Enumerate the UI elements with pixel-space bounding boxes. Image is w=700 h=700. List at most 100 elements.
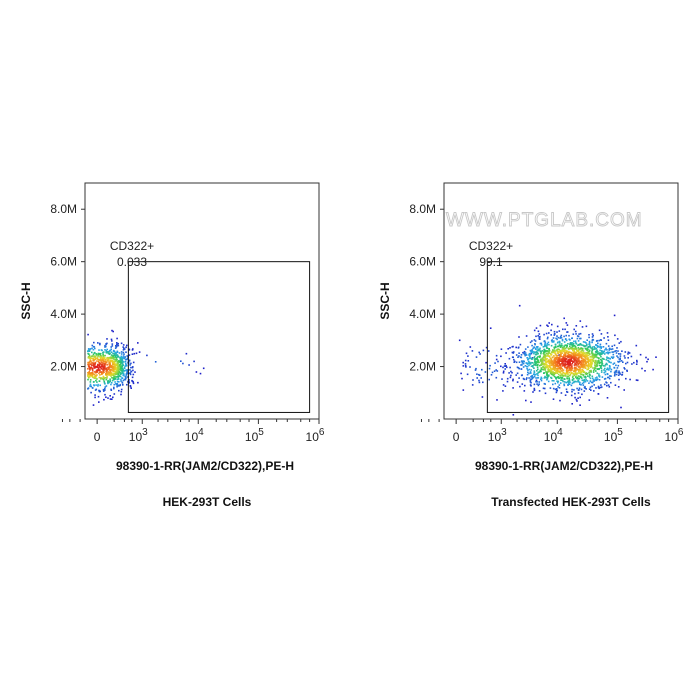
- event-dot: [573, 350, 576, 352]
- event-dot: [116, 384, 119, 386]
- event-dot: [581, 368, 583, 371]
- event-dot: [574, 362, 576, 364]
- event-dot: [556, 361, 559, 363]
- event-dot: [535, 377, 537, 379]
- event-dot: [556, 380, 558, 382]
- event-dot: [109, 395, 111, 397]
- event-dot: [606, 363, 608, 366]
- event-dot: [120, 390, 123, 393]
- event-dot: [516, 366, 519, 369]
- event-dot: [582, 344, 585, 347]
- event-dot: [565, 346, 568, 349]
- event-dot: [571, 337, 573, 340]
- event-dot: [515, 354, 518, 356]
- event-dot: [571, 342, 573, 344]
- event-dot: [558, 341, 561, 343]
- event-dot: [122, 374, 124, 377]
- event-dot: [518, 304, 521, 307]
- gate-name: CD322+: [469, 239, 513, 253]
- event-dot: [577, 392, 580, 394]
- event-dot: [97, 353, 99, 356]
- event-dot: [588, 388, 591, 390]
- event-dot: [520, 354, 523, 356]
- event-dot: [577, 354, 579, 357]
- y-tick-label: 2.0M: [50, 360, 77, 374]
- event-dot: [598, 375, 601, 377]
- event-dot: [544, 341, 547, 344]
- event-dot: [534, 360, 536, 362]
- event-dot: [93, 373, 95, 375]
- event-dot: [87, 375, 89, 377]
- event-dot: [130, 370, 132, 373]
- event-dot: [97, 358, 99, 361]
- event-dot: [574, 366, 576, 369]
- event-dot: [579, 348, 581, 351]
- event-dot: [607, 376, 609, 379]
- event-dot: [578, 354, 580, 357]
- event-dot: [527, 369, 529, 372]
- event-dot: [99, 390, 101, 393]
- event-dot: [567, 352, 569, 355]
- event-dot: [579, 404, 581, 406]
- event-dot: [106, 357, 108, 360]
- event-dot: [90, 357, 92, 360]
- event-dot: [646, 360, 648, 363]
- event-dot: [576, 354, 578, 357]
- event-dot: [117, 355, 119, 358]
- event-dot: [601, 376, 604, 378]
- event-dot: [542, 365, 544, 368]
- event-dot: [100, 355, 103, 357]
- event-dot: [548, 349, 551, 352]
- event-dot: [547, 376, 549, 378]
- event-dot: [96, 365, 99, 368]
- event-dot: [532, 373, 535, 376]
- event-dot: [125, 369, 128, 371]
- event-dot: [547, 355, 550, 358]
- event-dot: [588, 399, 591, 401]
- event-dot: [114, 355, 117, 357]
- event-dot: [598, 364, 601, 367]
- event-dot: [578, 353, 580, 355]
- event-dot: [616, 347, 618, 349]
- event-dot: [96, 374, 98, 376]
- event-dot: [603, 383, 606, 386]
- event-dot: [618, 378, 620, 381]
- event-dot: [91, 351, 93, 354]
- y-tick-label: 8.0M: [50, 202, 77, 216]
- event-dot: [545, 361, 548, 364]
- event-dot: [510, 370, 512, 373]
- event-dot: [584, 354, 587, 356]
- event-dot: [535, 346, 538, 348]
- event-dot: [563, 361, 565, 363]
- event-dot: [506, 380, 509, 383]
- event-dot: [532, 366, 534, 368]
- event-dot: [578, 389, 580, 391]
- event-dot: [575, 369, 578, 371]
- event-dot: [89, 381, 92, 383]
- event-dot: [547, 341, 550, 344]
- event-dot: [546, 373, 548, 375]
- event-dot: [573, 364, 576, 366]
- gate-name: CD322+: [110, 239, 154, 253]
- event-dot: [585, 364, 588, 367]
- x-tick-label: 105: [604, 427, 623, 444]
- event-dot: [465, 352, 468, 355]
- event-dot: [613, 374, 616, 377]
- event-dot: [497, 360, 499, 363]
- event-dot: [87, 387, 90, 389]
- event-dot: [537, 363, 539, 366]
- event-dot: [568, 371, 571, 374]
- event-dot: [513, 358, 515, 361]
- event-dot: [594, 366, 596, 368]
- event-dot: [533, 371, 536, 373]
- event-dot: [112, 368, 114, 370]
- event-dot: [103, 360, 106, 363]
- event-dot: [582, 367, 585, 369]
- event-dot: [557, 380, 560, 383]
- event-dot: [563, 345, 565, 347]
- event-dot: [591, 351, 593, 353]
- event-dot: [598, 362, 601, 365]
- event-dot: [524, 354, 526, 357]
- event-dot: [578, 361, 580, 363]
- event-dot: [595, 363, 598, 366]
